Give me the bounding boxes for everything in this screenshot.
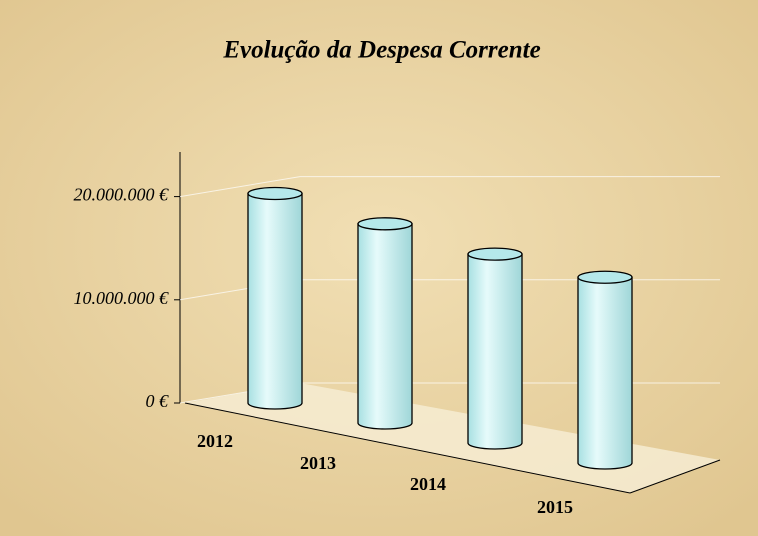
x-tick-label: 2013 [300, 453, 336, 473]
y-tick-label: 20.000.000 € [74, 185, 170, 205]
chart-title: Evolução da Despesa Corrente [222, 37, 540, 64]
bar [577, 276, 633, 470]
grid-line [179, 176, 720, 198]
bar [357, 223, 413, 430]
floor-edge [629, 459, 721, 494]
x-tick-label: 2014 [410, 474, 446, 494]
x-tick-label: 2015 [537, 497, 573, 517]
bar-top [357, 217, 413, 231]
bar [467, 253, 523, 450]
bar-top [247, 186, 303, 201]
bar-top [577, 270, 633, 284]
bar [247, 192, 303, 410]
bar-top [467, 247, 523, 261]
x-axis [184, 402, 631, 494]
x-tick-label: 2012 [197, 431, 233, 451]
y-tick-label: 10.000.000 € [74, 288, 170, 308]
y-tick-label: 0 € [146, 391, 170, 411]
